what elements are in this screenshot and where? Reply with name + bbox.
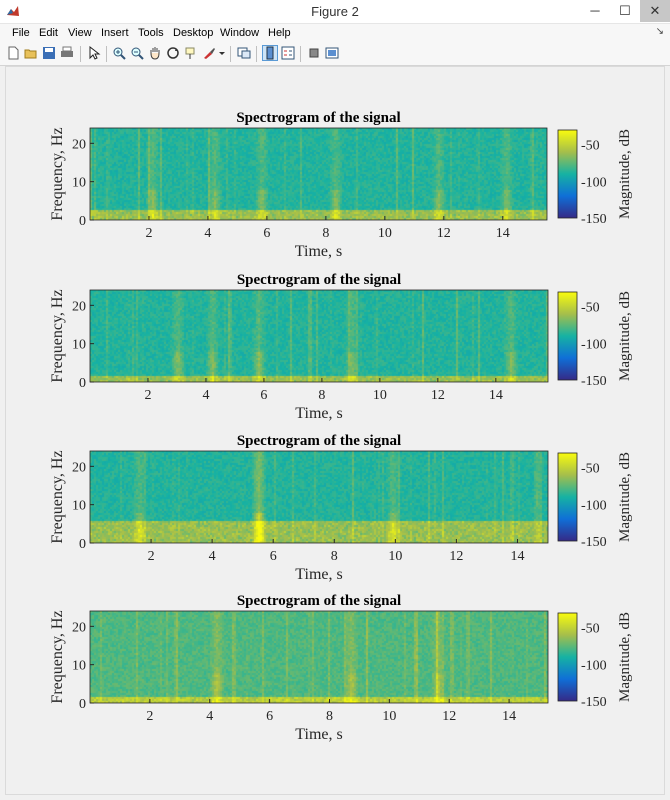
window-title: Figure 2 (311, 4, 359, 19)
pointer-icon[interactable] (87, 46, 101, 60)
window-titlebar: Figure 2 ─ ☐ ✕ (0, 0, 670, 24)
menu-window[interactable]: Window (220, 27, 260, 39)
new-figure-icon[interactable] (6, 46, 20, 60)
menu-view[interactable]: View (68, 27, 92, 39)
legend-icon[interactable] (281, 46, 295, 60)
menu-edit[interactable]: Edit (39, 27, 58, 39)
link-plot-icon[interactable] (237, 46, 251, 60)
menu-insert[interactable]: Insert (101, 27, 129, 39)
hide-plot-tools-icon[interactable] (307, 46, 321, 60)
toolbar-separator (256, 46, 257, 62)
toolbar-separator (80, 46, 81, 62)
save-icon[interactable] (42, 46, 56, 60)
maximize-button[interactable]: ☐ (619, 3, 631, 18)
dropdown-arrow-icon[interactable] (218, 46, 226, 60)
pan-icon[interactable] (148, 46, 162, 60)
close-button[interactable]: ✕ (640, 0, 670, 22)
figure-toolbar (0, 43, 670, 66)
show-plot-tools-icon[interactable] (325, 46, 339, 60)
data-cursor-icon[interactable] (184, 46, 198, 60)
print-icon[interactable] (60, 46, 74, 60)
figure-canvas[interactable] (5, 66, 665, 795)
menu-desktop[interactable]: Desktop (173, 27, 214, 39)
rotate-icon[interactable] (166, 46, 180, 60)
minimize-button[interactable]: ─ (590, 3, 600, 18)
menu-help[interactable]: Help (268, 27, 291, 39)
menu-file[interactable]: File (12, 27, 30, 39)
zoom-in-icon[interactable] (112, 46, 126, 60)
menu-bar: File Edit View Insert Tools Desktop Wind… (0, 24, 670, 43)
matlab-app-icon (6, 4, 20, 18)
toolbar-separator (230, 46, 231, 62)
dock-arrow-icon[interactable]: ↘ (655, 26, 664, 37)
colorbar-icon[interactable] (262, 45, 278, 61)
zoom-out-icon[interactable] (130, 46, 144, 60)
open-icon[interactable] (24, 46, 38, 60)
toolbar-separator (106, 46, 107, 62)
brush-icon[interactable] (202, 46, 216, 60)
toolbar-separator (300, 46, 301, 62)
menu-tools[interactable]: Tools (138, 27, 164, 39)
close-icon: ✕ (649, 3, 661, 18)
